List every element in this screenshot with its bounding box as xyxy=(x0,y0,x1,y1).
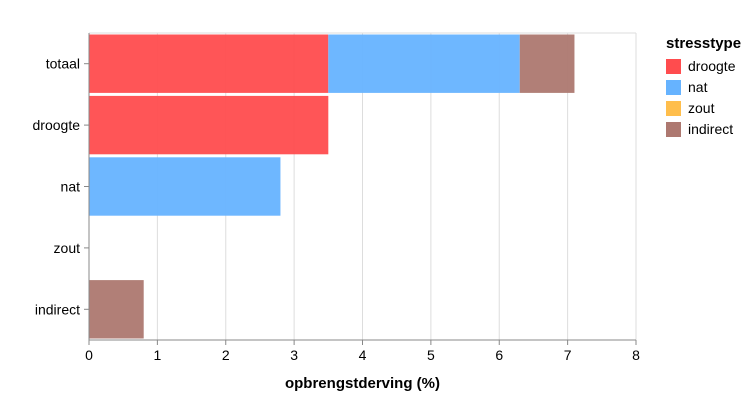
x-axis-ticks: 0 1 2 3 4 5 6 7 8 xyxy=(85,340,640,363)
legend-label-nat: nat xyxy=(688,79,708,95)
x-tick-label: 0 xyxy=(85,347,93,363)
bars xyxy=(89,34,575,339)
x-tick-label: 1 xyxy=(153,347,161,363)
x-tick-label: 7 xyxy=(564,347,572,363)
x-tick-label: 8 xyxy=(632,347,640,363)
legend-label-zout: zout xyxy=(688,100,715,116)
legend-swatch-zout xyxy=(666,101,681,116)
x-tick-label: 5 xyxy=(427,347,435,363)
bar-droogte-droogte xyxy=(89,95,329,155)
x-tick-label: 2 xyxy=(222,347,230,363)
legend-swatch-indirect xyxy=(666,122,681,137)
bar-totaal-droogte xyxy=(89,34,329,93)
bar-nat-nat xyxy=(89,157,281,216)
bar-totaal-nat xyxy=(328,34,520,93)
y-tick-label: nat xyxy=(61,179,81,195)
legend-swatch-nat xyxy=(666,80,681,95)
legend-title: stresstype xyxy=(666,35,741,52)
x-axis-title: opbrengstderving (%) xyxy=(285,375,440,392)
y-axis-ticks: totaal droogte nat zout indirect xyxy=(33,56,89,317)
y-tick-label: totaal xyxy=(46,56,80,72)
bar-totaal-indirect xyxy=(519,34,575,93)
y-tick-label: indirect xyxy=(35,301,80,317)
y-tick-label: zout xyxy=(54,240,81,256)
y-tick-label: droogte xyxy=(33,117,81,133)
legend-label-droogte: droogte xyxy=(688,58,736,74)
x-tick-label: 6 xyxy=(495,347,503,363)
x-tick-label: 4 xyxy=(359,347,367,363)
x-tick-label: 3 xyxy=(290,347,298,363)
legend: stresstype droogte nat zout indirect xyxy=(666,35,741,137)
bar-indirect-indirect xyxy=(89,280,144,339)
legend-label-indirect: indirect xyxy=(688,121,733,137)
legend-swatch-droogte xyxy=(666,59,681,74)
